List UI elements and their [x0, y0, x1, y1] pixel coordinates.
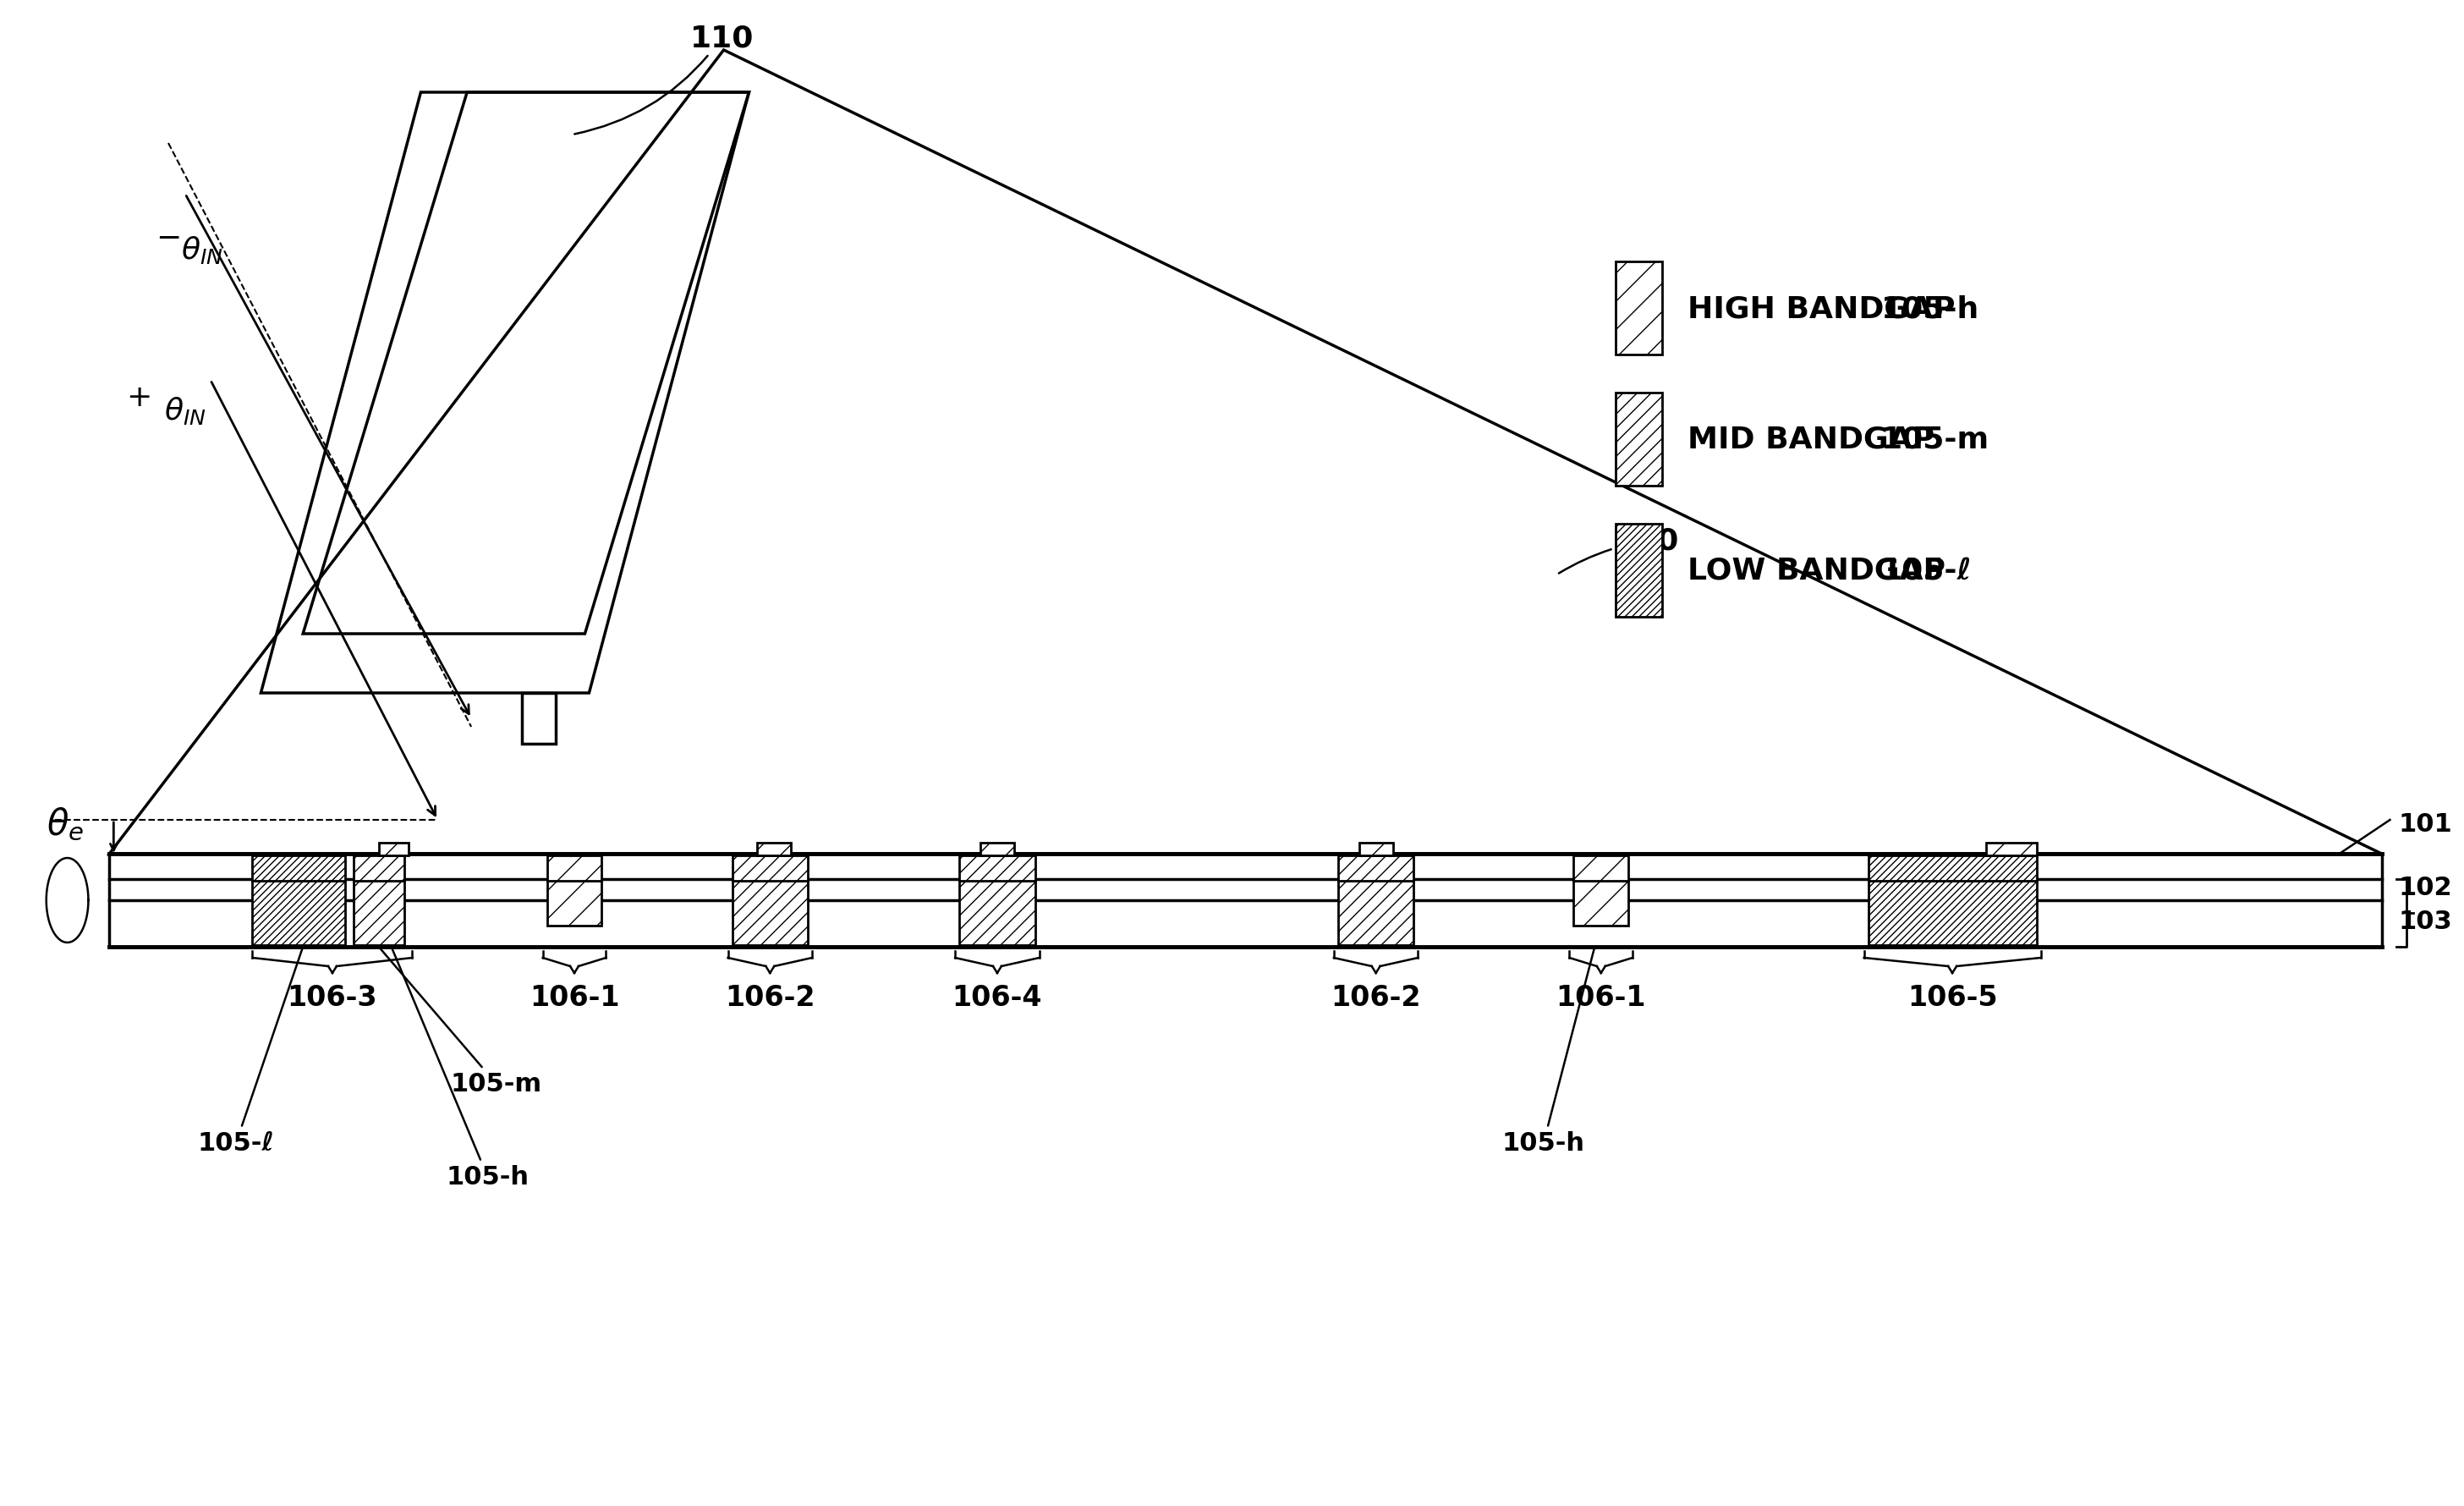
Text: 105-m: 105-m: [1880, 425, 1988, 455]
Text: $\theta_{IN}$: $\theta_{IN}$: [165, 395, 207, 426]
Text: 106-5: 106-5: [1907, 983, 1998, 1012]
Bar: [1338, 855, 1414, 881]
Text: 101: 101: [2397, 812, 2452, 837]
Text: 102: 102: [2397, 875, 2452, 901]
Bar: [958, 881, 1035, 946]
Bar: [1986, 843, 2038, 855]
Bar: [1868, 855, 2038, 881]
Bar: [379, 843, 409, 855]
Bar: [1616, 262, 1663, 355]
Text: 105-h: 105-h: [1503, 949, 1594, 1155]
Bar: [981, 843, 1015, 855]
Text: $\theta_e$: $\theta_e$: [47, 806, 84, 843]
Text: 106-2: 106-2: [1331, 983, 1422, 1012]
Text: MID BANDGAP: MID BANDGAP: [1688, 425, 1934, 455]
Bar: [732, 881, 808, 946]
Text: 106-4: 106-4: [951, 983, 1042, 1012]
Bar: [1868, 881, 2038, 946]
Bar: [1574, 881, 1629, 926]
Bar: [352, 855, 404, 881]
Bar: [251, 881, 345, 946]
Bar: [756, 843, 791, 855]
Bar: [1574, 855, 1629, 881]
Bar: [958, 855, 1035, 881]
Text: 105-h: 105-h: [392, 949, 530, 1188]
Text: 105-ℓ: 105-ℓ: [1880, 556, 1971, 586]
Bar: [1616, 524, 1663, 617]
Bar: [547, 881, 601, 926]
Text: 103: 103: [2397, 910, 2452, 934]
Text: 105-h: 105-h: [1880, 294, 1979, 322]
Text: 106-2: 106-2: [724, 983, 816, 1012]
Bar: [352, 881, 404, 946]
Bar: [1360, 843, 1392, 855]
Text: 105-m: 105-m: [379, 949, 542, 1096]
Text: $-$: $-$: [155, 223, 180, 252]
Text: $\theta_{IN}$: $\theta_{IN}$: [180, 233, 224, 265]
Text: 106-1: 106-1: [530, 983, 618, 1012]
Text: HIGH BANDGAP: HIGH BANDGAP: [1688, 294, 1954, 322]
Text: 105-ℓ: 105-ℓ: [197, 949, 303, 1155]
Bar: [1616, 393, 1663, 486]
Text: LOW BANDGAP: LOW BANDGAP: [1688, 556, 1944, 586]
Text: 106-1: 106-1: [1555, 983, 1646, 1012]
Text: 100: 100: [1560, 527, 1680, 574]
Bar: [732, 855, 808, 881]
Text: 110: 110: [574, 24, 754, 136]
Bar: [251, 855, 345, 881]
Text: 106-3: 106-3: [288, 983, 377, 1012]
Bar: [547, 855, 601, 881]
Text: $+$: $+$: [126, 383, 150, 411]
Bar: [1338, 881, 1414, 946]
